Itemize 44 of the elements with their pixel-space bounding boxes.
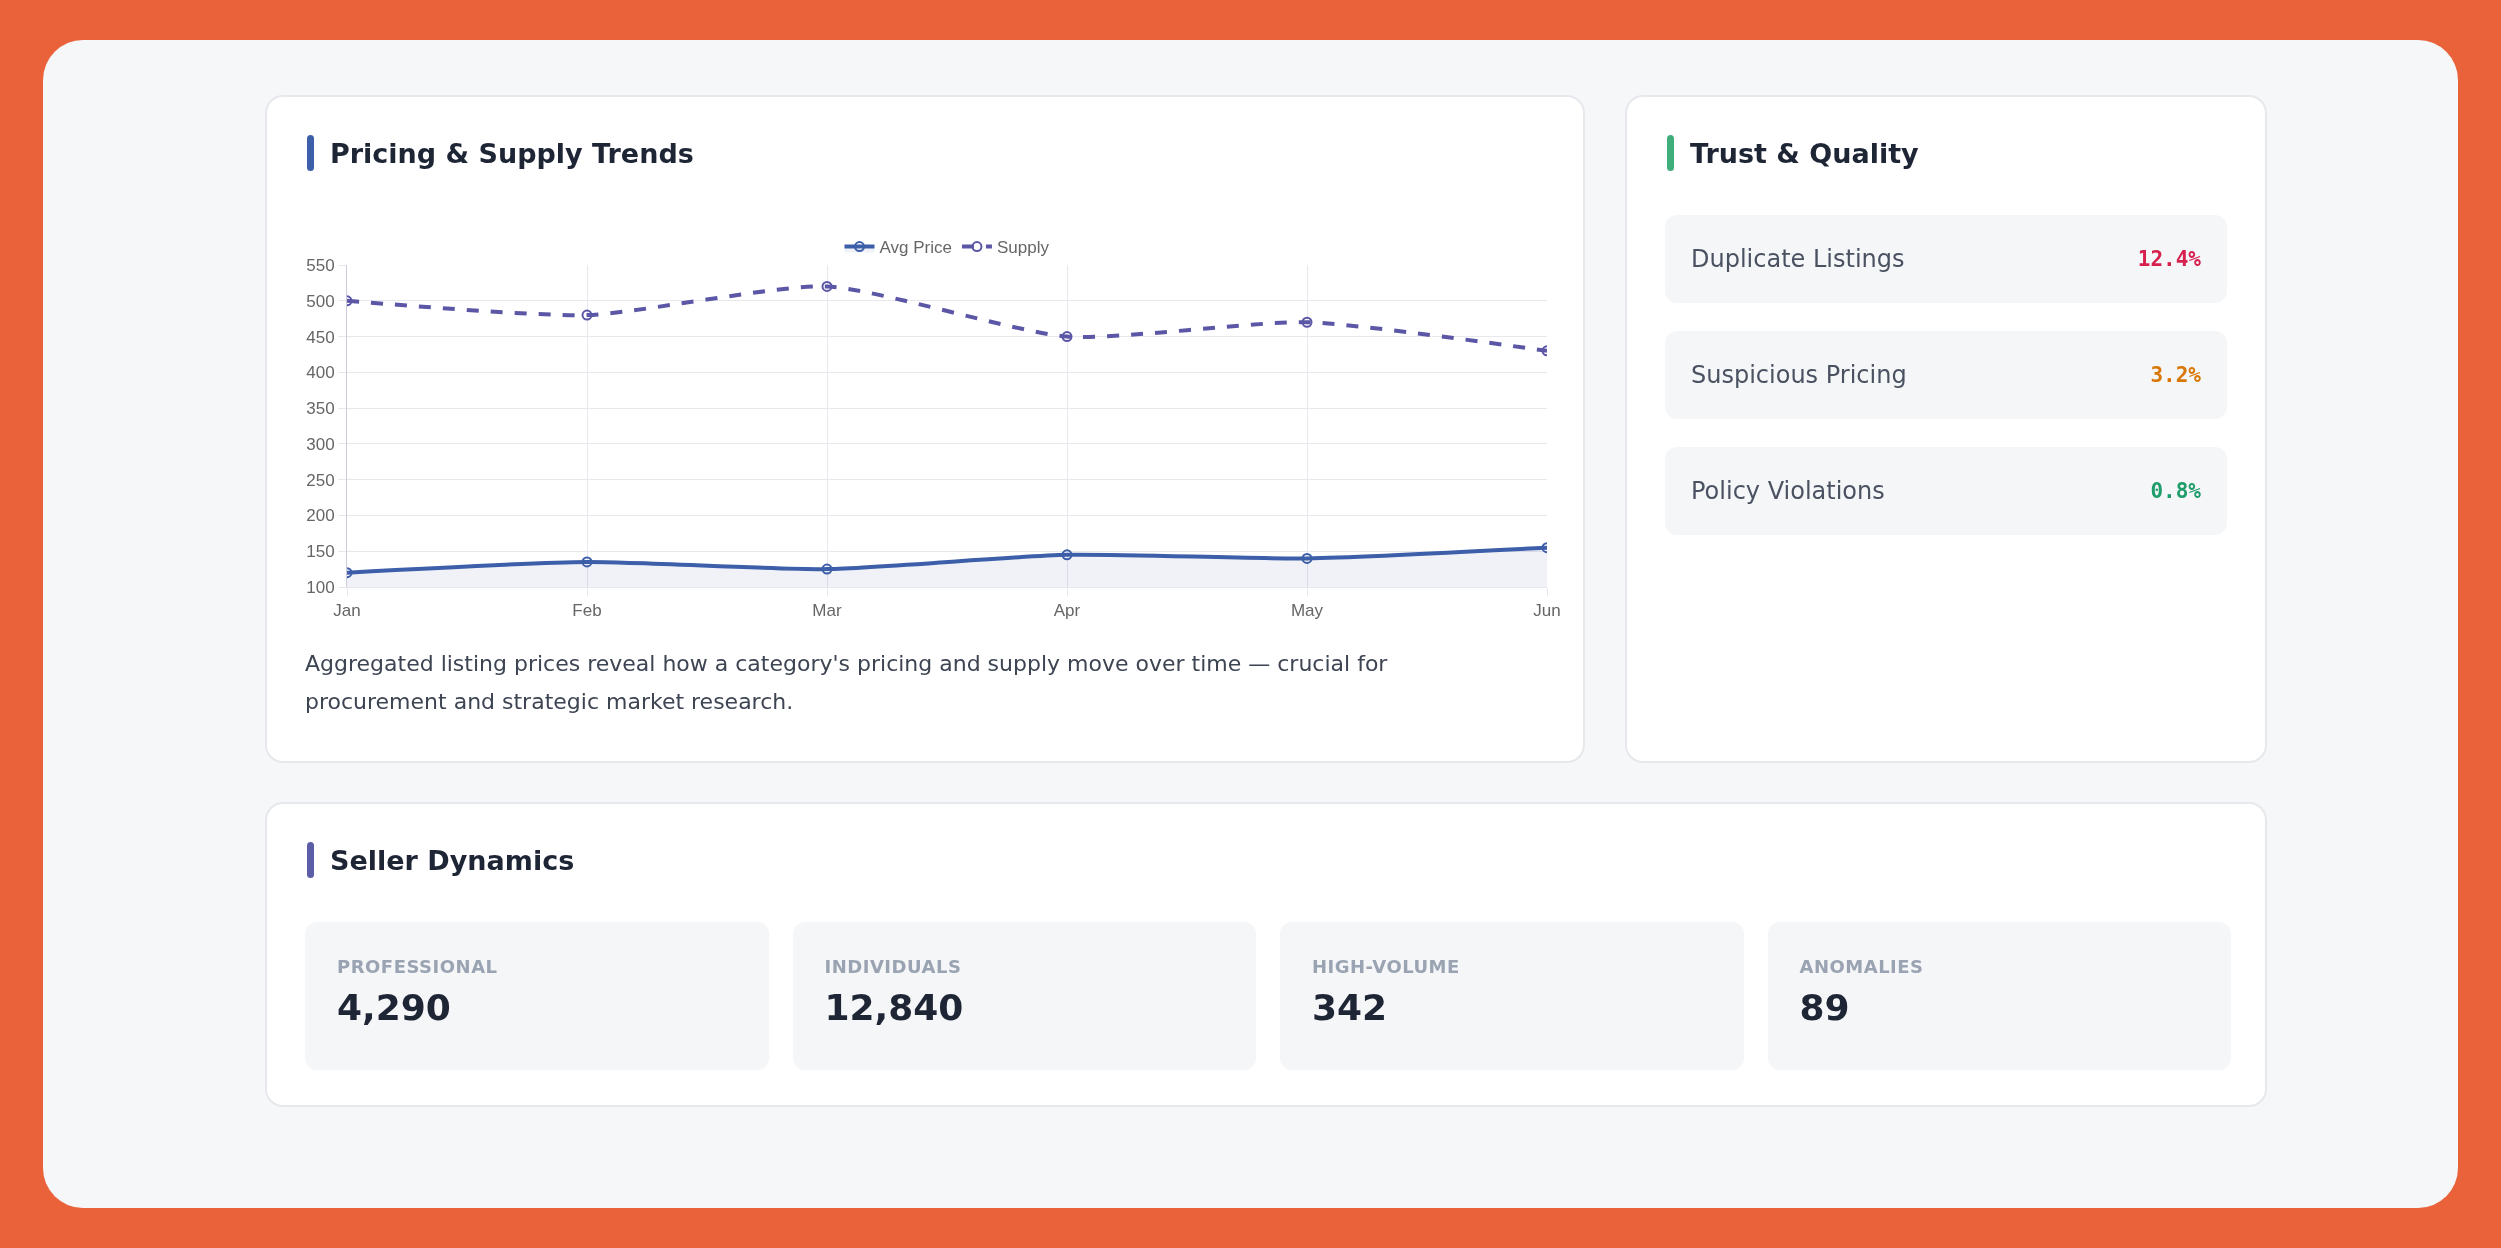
text: Seller Dynamics xyxy=(330,844,575,876)
text: 0.8% xyxy=(2150,479,2201,503)
point xyxy=(1061,549,1073,561)
text: Aggregated listing prices reveal how a category's pricing and supply move over time — crucial for procurement and strategic market research. xyxy=(305,650,1389,716)
y-tick-label: 100 xyxy=(306,577,335,597)
chart-title: Pricing & Supply Trends xyxy=(330,137,694,169)
text: 12,840 xyxy=(824,987,965,1028)
text: Trust & Quality xyxy=(1690,137,1919,169)
legend-label: Avg Price xyxy=(879,238,952,258)
point xyxy=(581,309,593,321)
text: INDIVIDUALS xyxy=(824,956,963,977)
x-tick-label: Jun xyxy=(1533,601,1561,621)
legend-label: Supply xyxy=(996,238,1050,258)
text: 4,290 xyxy=(337,987,452,1028)
point xyxy=(581,556,593,568)
y-tick-label: 150 xyxy=(306,542,335,562)
y-tick-label: 200 xyxy=(306,506,335,526)
x-tick-label: Apr xyxy=(1053,601,1081,621)
text: 12.4% xyxy=(2137,247,2201,271)
y-tick-label: 500 xyxy=(306,291,335,311)
y-tick-label: 400 xyxy=(306,363,335,383)
y-tick-label: 350 xyxy=(306,399,335,419)
text: ANOMALIES xyxy=(1799,956,1925,977)
x-tick-label: Jan xyxy=(333,601,361,621)
text: HIGH-VOLUME xyxy=(1312,956,1461,977)
y-tick-label: 450 xyxy=(306,327,335,347)
x-tick-label: May xyxy=(1290,601,1324,621)
text: 89 xyxy=(1799,987,1851,1028)
point xyxy=(821,280,833,292)
x-tick-label: Feb xyxy=(572,601,602,621)
y-tick-label: 550 xyxy=(306,255,335,275)
text: 342 xyxy=(1312,987,1389,1028)
text: 3.2% xyxy=(2150,363,2201,387)
point xyxy=(1301,316,1313,328)
text: Policy Violations xyxy=(1691,477,1885,505)
point xyxy=(821,563,833,575)
x-tick-label: Mar xyxy=(812,601,842,621)
point xyxy=(1301,552,1313,564)
text: Suspicious Pricing xyxy=(1691,361,1907,389)
text: PROFESSIONAL xyxy=(337,956,499,977)
y-tick-label: 300 xyxy=(306,434,335,454)
text: Duplicate Listings xyxy=(1691,245,1905,273)
point xyxy=(1061,331,1073,343)
y-tick-label: 250 xyxy=(306,470,335,490)
